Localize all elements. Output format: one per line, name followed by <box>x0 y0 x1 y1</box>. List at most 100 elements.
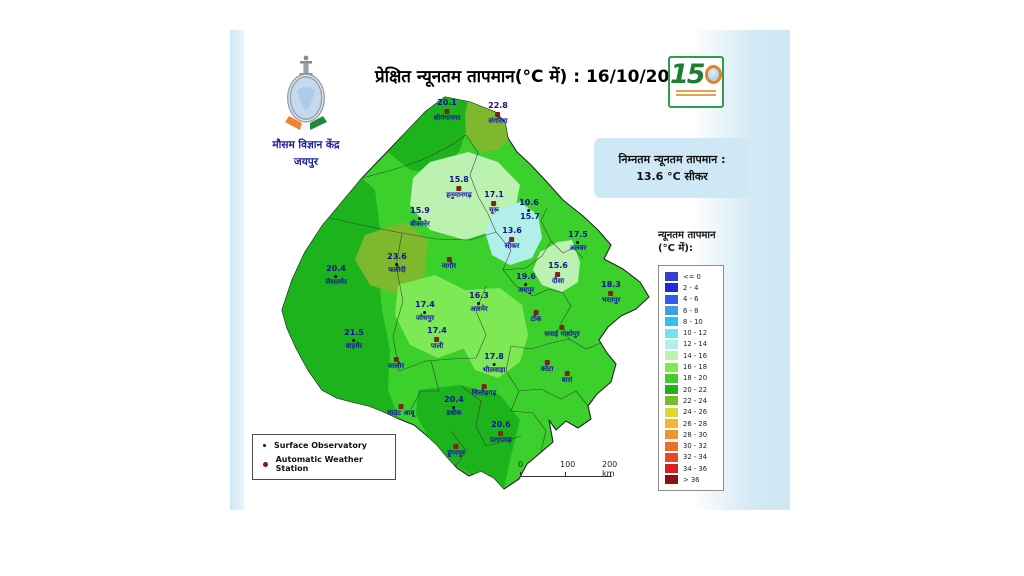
station-name: भरतपुर <box>601 295 621 304</box>
station: नागौर <box>442 256 456 271</box>
legend-swatch <box>665 328 678 338</box>
station-name: संगरिया <box>488 116 508 125</box>
observatory-marker-icon <box>576 240 580 244</box>
aws-marker-icon <box>481 384 487 389</box>
ashoka-pillar-icon <box>299 55 313 75</box>
emblem-oval-ring <box>288 74 324 122</box>
legend-entry: 22 - 24 <box>665 395 719 406</box>
station-name: दौसा <box>551 276 565 285</box>
legend-swatch <box>665 385 678 395</box>
station-name: भीलवाड़ा <box>482 365 506 374</box>
rajasthan-map-svg <box>281 96 650 490</box>
aws-marker-icon <box>434 336 440 342</box>
weather-map-panel: मौसम विज्ञान केंद्र जयपुर प्रेक्षित न्यू… <box>230 30 790 510</box>
surface-observatory-icon <box>263 444 266 447</box>
legend-entry: 4 - 6 <box>665 294 719 305</box>
map-title: प्रेक्षित न्यूनतम तापमान(°C में) : 16/10… <box>375 67 693 87</box>
aws-label: Automatic Weather Station <box>275 455 363 473</box>
legend-range-label: 10 - 12 <box>683 329 708 338</box>
legend-title-line2: (°C में): <box>658 243 693 254</box>
station-name: चित्तौड़गढ़ <box>471 389 497 397</box>
station-name: जयपुर <box>517 285 535 294</box>
emblem-inner <box>297 87 315 111</box>
station: 23.6 फलौदी <box>387 252 407 275</box>
station: 15.8 हनुमानगढ़ <box>446 175 471 200</box>
anniversary-15-text: 15 <box>670 59 706 90</box>
legend-swatch <box>665 430 678 440</box>
legend-entry: 20 - 22 <box>665 384 719 395</box>
legend-range-label: > 36 <box>683 475 700 484</box>
legend-range-label: 32 - 34 <box>683 453 708 462</box>
region-phalodi-22-24 <box>355 222 428 295</box>
station-temp-value: 17.4 <box>427 326 447 335</box>
station-temp-value: 16.3 <box>469 291 489 300</box>
legend-entry: 16 - 18 <box>665 361 719 372</box>
station-name: बाड़मेर <box>345 341 363 350</box>
station: 17.8 भीलवाड़ा <box>482 352 506 375</box>
station-temp-value: 15.6 <box>548 261 568 270</box>
station-temp-value: 15.7 <box>520 212 540 221</box>
station: 19.6 जयपुर <box>516 272 536 295</box>
station-temp-value: 15.8 <box>449 175 469 184</box>
station: 10.6 <box>519 198 539 213</box>
legend-entry: 2 - 4 <box>665 282 719 293</box>
station-name: जोधपुर <box>415 313 435 322</box>
region-dausa-14-16 <box>533 240 580 292</box>
legend-range-label: 4 - 6 <box>683 295 699 304</box>
station-temp-value: 15.9 <box>410 206 430 215</box>
station-name: सवाई माधोपुर <box>544 330 580 338</box>
observatory-marker-icon <box>418 216 422 220</box>
station-name: प्रतापगढ़ <box>490 435 512 444</box>
observatory-marker-icon <box>477 301 481 305</box>
aws-marker-icon <box>495 111 501 117</box>
station-temp-value: 19.6 <box>516 272 536 281</box>
legend-entry: 8 - 10 <box>665 316 719 327</box>
station: 18.3 भरतपुर <box>601 280 621 305</box>
observatory-marker-icon <box>492 362 496 366</box>
aws-row: Automatic Weather Station <box>259 455 389 473</box>
station-temp-value: 17.4 <box>415 300 435 309</box>
legend-range-label: 24 - 26 <box>683 408 708 417</box>
station-name: पाली <box>430 341 444 350</box>
surface-observatory-label: Surface Observatory <box>274 441 367 450</box>
legend-swatch <box>665 407 678 417</box>
aws-icon <box>263 461 268 467</box>
station-name: डबोक <box>446 408 462 417</box>
station: 21.5 बाड़मेर <box>344 328 364 351</box>
aws-marker-icon <box>456 185 462 191</box>
region-south-20-22 <box>416 385 520 489</box>
observatory-marker-icon <box>524 282 528 286</box>
legend-entry: 26 - 28 <box>665 418 719 429</box>
station-type-legend: Surface Observatory Automatic Weather St… <box>252 434 396 480</box>
station-name: जैसलमेर <box>325 277 347 286</box>
legend-swatch <box>665 373 678 383</box>
station-name: कोटा <box>540 365 554 373</box>
station-name: श्रीगंगानगर <box>433 113 461 122</box>
station-name: टोंक <box>530 315 542 323</box>
legend-entry: 24 - 26 <box>665 407 719 418</box>
aws-marker-icon <box>498 430 504 436</box>
station: जालौर <box>388 356 404 371</box>
station-temp-value: 21.5 <box>344 328 364 337</box>
station: 15.6 दौसा <box>548 261 568 286</box>
legend-title-line1: न्यूनतम तापमान <box>658 230 716 241</box>
station: 20.1 श्रीगंगानगर <box>433 98 461 123</box>
legend-swatch <box>665 464 678 474</box>
imd-logo: मौसम विज्ञान केंद्र जयपुर <box>252 54 360 169</box>
station-name: जालौर <box>387 362 405 370</box>
station-temp-value: 18.3 <box>601 280 621 289</box>
aws-marker-icon <box>544 360 550 365</box>
legend-swatch <box>665 272 678 282</box>
station: 17.4 जोधपुर <box>415 300 435 323</box>
observatory-marker-icon <box>527 208 531 212</box>
station: 17.4 पाली <box>427 326 447 351</box>
station-name: चूरू <box>489 205 499 214</box>
temperature-legend: <= 0 2 - 4 4 - 6 6 - 8 8 - 10 10 - 12 12 - 14 1… <box>658 265 724 491</box>
scale-tick-100: 100 <box>560 460 576 469</box>
aws-marker-icon <box>608 290 614 296</box>
station-name: फलौदी <box>388 265 406 274</box>
legend-entry: 18 - 20 <box>665 373 719 384</box>
observatory-marker-icon <box>334 274 338 278</box>
station-name: डूंगरपुर <box>447 449 465 457</box>
